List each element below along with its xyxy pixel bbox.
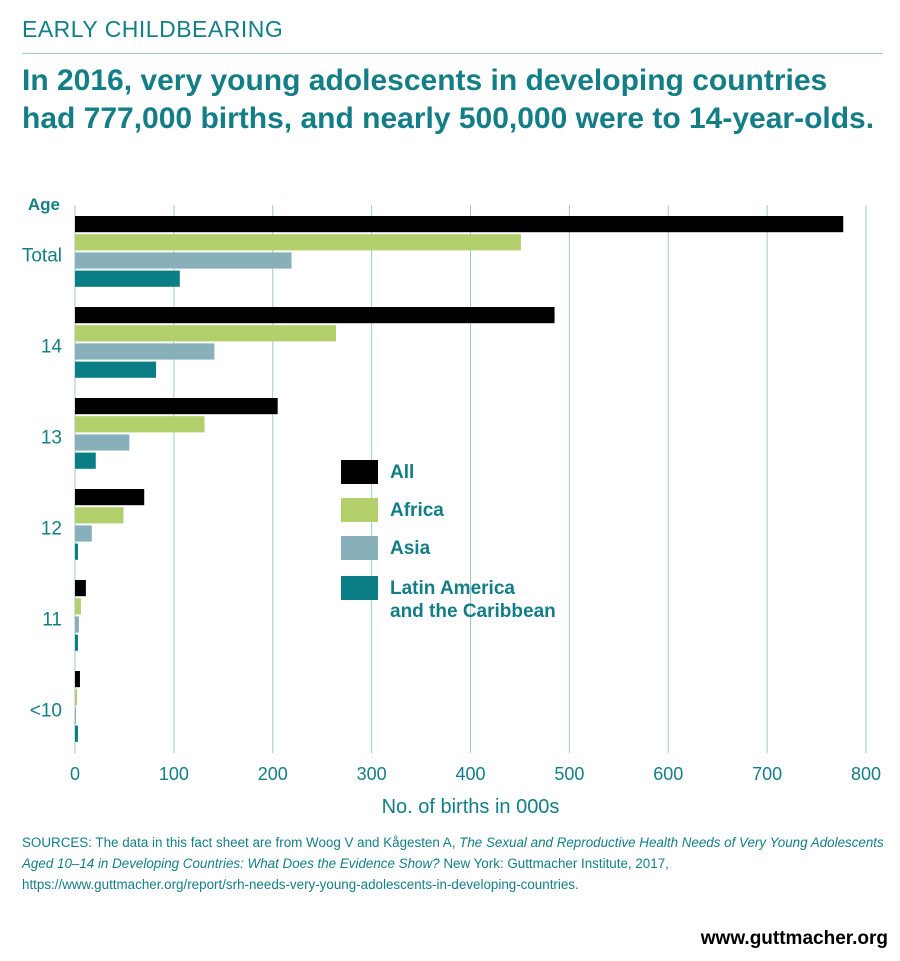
bar	[75, 707, 76, 724]
x-axis-title: No. of births in 000s	[382, 796, 560, 818]
bar	[75, 452, 96, 469]
bar	[75, 616, 79, 633]
bar	[75, 543, 78, 560]
y-tick-label: 14	[41, 336, 63, 357]
section-label: EARLY CHILDBEARING	[22, 16, 284, 42]
sources-title: The Sexual and Reproductive Health Needs…	[22, 835, 884, 871]
bar	[75, 234, 521, 251]
y-tick-label: 12	[41, 518, 62, 539]
sources-prefix: SOURCES: The data in this fact sheet are…	[22, 835, 460, 850]
bar	[75, 325, 337, 342]
bar	[75, 507, 124, 524]
y-axis-title: Age	[28, 195, 60, 214]
title-divider	[22, 53, 883, 54]
x-tick-label: 400	[455, 764, 485, 784]
bar	[75, 343, 215, 360]
bar	[75, 598, 81, 615]
legend-swatch	[341, 536, 378, 560]
y-tick-label: 13	[41, 427, 62, 448]
bar	[75, 216, 844, 233]
bar-chart: Total 14 13 12 11 <10 Age 0 100 200 300 400 500 600 70…	[22, 195, 881, 818]
bar	[75, 270, 180, 287]
bar	[75, 489, 145, 506]
legend-label: Latin America	[390, 578, 515, 599]
bar	[75, 689, 77, 706]
legend-label: All	[390, 462, 414, 483]
legend-swatch	[341, 460, 378, 484]
bar	[75, 671, 80, 688]
legend-label: Africa	[390, 500, 444, 521]
legend-label: and the Caribbean	[390, 601, 556, 622]
legend-label: Asia	[390, 538, 431, 559]
bar	[75, 725, 78, 742]
x-tick-label: 200	[258, 764, 288, 784]
bar	[75, 434, 130, 451]
x-tick-label: 300	[357, 764, 387, 784]
bar	[75, 252, 292, 269]
x-tick-label: 0	[70, 764, 80, 784]
bar	[75, 416, 205, 433]
sources-suffix: New York: Guttmacher Institute, 2017, ht…	[22, 856, 669, 892]
y-tick-label: <10	[30, 700, 62, 721]
page-title: In 2016, very young adolescents in devel…	[22, 64, 875, 135]
legend-swatch	[341, 576, 378, 600]
x-tick-label: 600	[653, 764, 683, 784]
sources-note: SOURCES: The data in this fact sheet are…	[22, 832, 884, 895]
x-tick-label: 700	[752, 764, 782, 784]
x-tick-label: 100	[159, 764, 189, 784]
y-tick-label: Total	[22, 245, 62, 266]
brand-url[interactable]: www.guttmacher.org	[700, 928, 888, 949]
bar	[75, 398, 278, 415]
bar	[75, 307, 555, 324]
x-tick-label: 800	[851, 764, 881, 784]
bar	[75, 361, 157, 378]
legend-swatch	[341, 498, 378, 522]
bar	[75, 634, 78, 651]
x-tick-label: 500	[554, 764, 584, 784]
y-tick-label: 11	[42, 609, 62, 630]
bar	[75, 525, 92, 542]
bar	[75, 580, 86, 597]
